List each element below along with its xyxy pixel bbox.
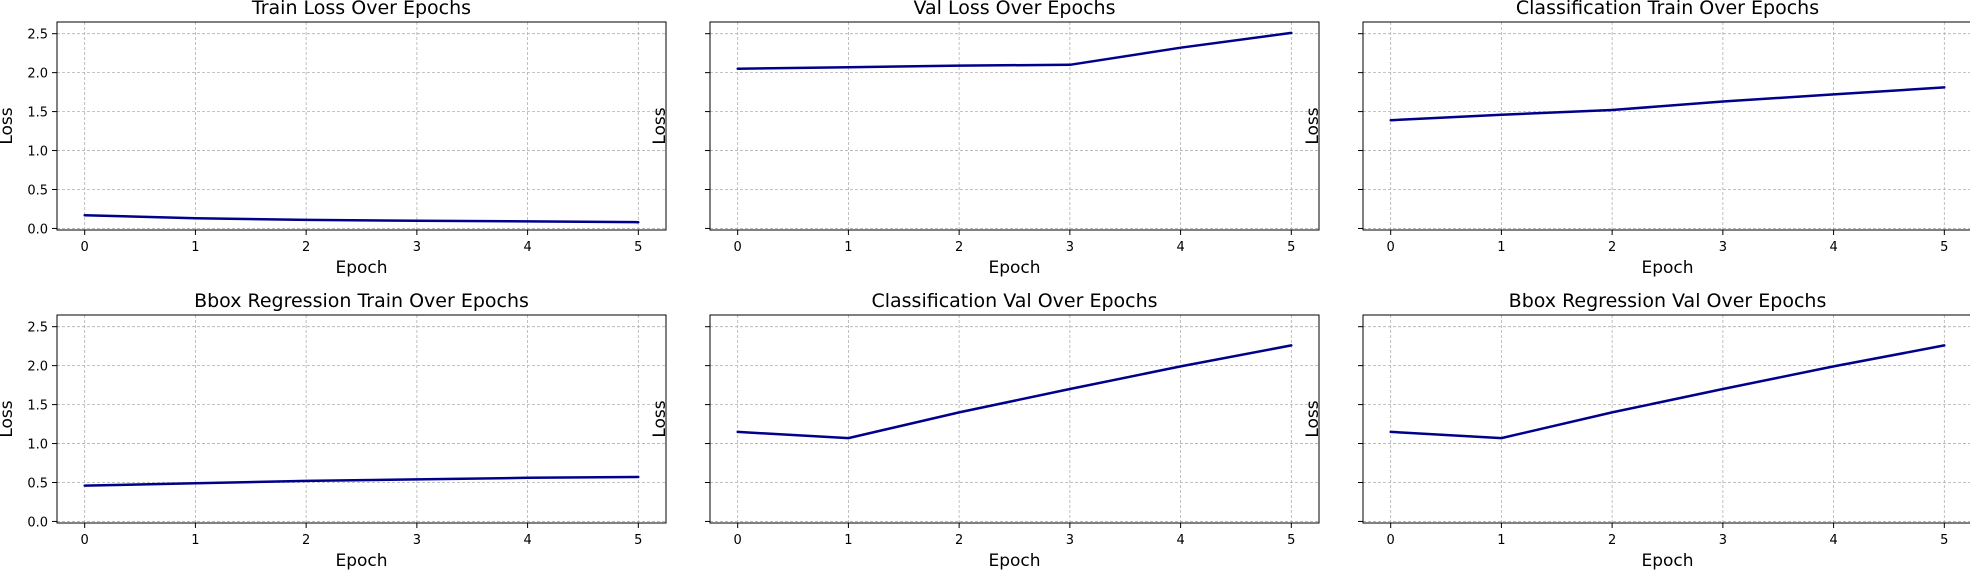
loss-series-line — [1389, 344, 1946, 440]
y-tick-label: 0.5 — [27, 183, 48, 198]
axes-frame — [56, 21, 667, 231]
x-tick-label: 5 — [634, 533, 642, 548]
axes-frame — [1362, 314, 1970, 524]
x-axis-label: Epoch — [988, 258, 1040, 278]
x-tick-label: 3 — [1719, 240, 1727, 255]
x-tick-label: 4 — [1176, 240, 1184, 255]
x-tick-label: 1 — [844, 533, 852, 548]
y-tick-label: 1.0 — [27, 145, 48, 160]
y-tick-label: 1.0 — [27, 438, 48, 453]
x-tick-label: 3 — [1719, 533, 1727, 548]
chart-panel: 0 1 2 3 4 5 Val Loss Over Epochs Epoch Loss — [650, 0, 1320, 278]
x-tick-label: 1 — [191, 240, 199, 255]
axes-frame — [709, 21, 1320, 231]
chart-panel: 0 1 2 3 4 5 Bbox Regression Val Over Epochs Epo… — [1303, 290, 1970, 570]
x-tick-label: 0 — [734, 533, 742, 548]
y-tick-label: 2.5 — [27, 321, 48, 336]
chart-title: Bbox Regression Val Over Epochs — [1509, 290, 1827, 312]
x-tick-label: 2 — [302, 533, 310, 548]
y-axis-label: Loss — [650, 400, 670, 437]
x-tick-label: 0 — [1387, 533, 1395, 548]
y-axis-label: Loss — [0, 107, 17, 144]
x-tick-label: 1 — [1497, 240, 1505, 255]
x-axis-label: Epoch — [335, 258, 387, 278]
y-tick-label: 2.0 — [27, 360, 48, 375]
axes-frame — [709, 314, 1320, 524]
x-tick-label: 3 — [1066, 240, 1074, 255]
x-tick-label: 5 — [634, 240, 642, 255]
loss-series-line — [83, 213, 640, 224]
x-tick-label: 2 — [955, 533, 963, 548]
x-tick-label: 5 — [1287, 240, 1295, 255]
y-axis-label: Loss — [650, 107, 670, 144]
chart-title: Classification Train Over Epochs — [1516, 0, 1819, 19]
x-axis-label: Epoch — [1641, 551, 1693, 570]
x-tick-label: 2 — [302, 240, 310, 255]
x-tick-label: 1 — [1497, 533, 1505, 548]
x-axis-label: Epoch — [335, 551, 387, 570]
y-tick-label: 1.5 — [27, 399, 48, 414]
chart-title: Train Loss Over Epochs — [251, 0, 471, 19]
x-tick-label: 1 — [191, 533, 199, 548]
y-tick-label: 2.0 — [27, 67, 48, 82]
x-tick-label: 4 — [1176, 533, 1184, 548]
y-tick-label: 2.5 — [27, 28, 48, 43]
chart-panel: 0 1 2 3 4 5 Classification Val Over Epochs Epoc… — [650, 290, 1320, 570]
y-axis-label: Loss — [0, 400, 17, 437]
x-tick-label: 2 — [955, 240, 963, 255]
x-tick-label: 5 — [1287, 533, 1295, 548]
loss-series-line — [736, 31, 1293, 70]
x-axis-label: Epoch — [988, 551, 1040, 570]
x-tick-label: 4 — [523, 533, 531, 548]
chart-panel: 0 1 2 3 4 5 0.0 0.5 1.0 1.5 2.0 2.5 Bbox Regression … — [0, 290, 667, 570]
x-tick-label: 1 — [844, 240, 852, 255]
chart-panel: 0 1 2 3 4 5 Classification Train Over Epochs Ep… — [1303, 0, 1970, 278]
x-axis-label: Epoch — [1641, 258, 1693, 278]
x-tick-label: 0 — [1387, 240, 1395, 255]
x-tick-label: 5 — [1940, 533, 1948, 548]
x-tick-label: 0 — [81, 533, 89, 548]
loss-series-line — [736, 344, 1293, 440]
x-tick-label: 4 — [1829, 240, 1837, 255]
x-tick-label: 0 — [81, 240, 89, 255]
chart-title: Val Loss Over Epochs — [913, 0, 1115, 19]
x-tick-label: 4 — [1829, 533, 1837, 548]
axes-frame — [1362, 21, 1970, 231]
chart-title: Classification Val Over Epochs — [871, 290, 1157, 312]
chart-title: Bbox Regression Train Over Epochs — [194, 290, 529, 312]
chart-panel: 0 1 2 3 4 5 0.0 0.5 1.0 1.5 2.0 2.5 Train Loss Over … — [0, 0, 667, 278]
y-axis-label: Loss — [1303, 400, 1323, 437]
x-tick-label: 0 — [734, 240, 742, 255]
x-tick-label: 3 — [1066, 533, 1074, 548]
x-tick-label: 3 — [413, 240, 421, 255]
x-tick-label: 5 — [1940, 240, 1948, 255]
loss-series-line — [1389, 86, 1946, 122]
y-tick-label: 0.0 — [27, 222, 48, 237]
y-tick-label: 0.0 — [27, 515, 48, 530]
y-tick-label: 1.5 — [27, 106, 48, 121]
x-tick-label: 2 — [1608, 533, 1616, 548]
y-axis-label: Loss — [1303, 107, 1323, 144]
x-tick-label: 2 — [1608, 240, 1616, 255]
y-tick-label: 0.5 — [27, 476, 48, 491]
loss-series-line — [83, 475, 640, 487]
x-tick-label: 3 — [413, 533, 421, 548]
x-tick-label: 4 — [523, 240, 531, 255]
axes-frame — [56, 314, 667, 524]
